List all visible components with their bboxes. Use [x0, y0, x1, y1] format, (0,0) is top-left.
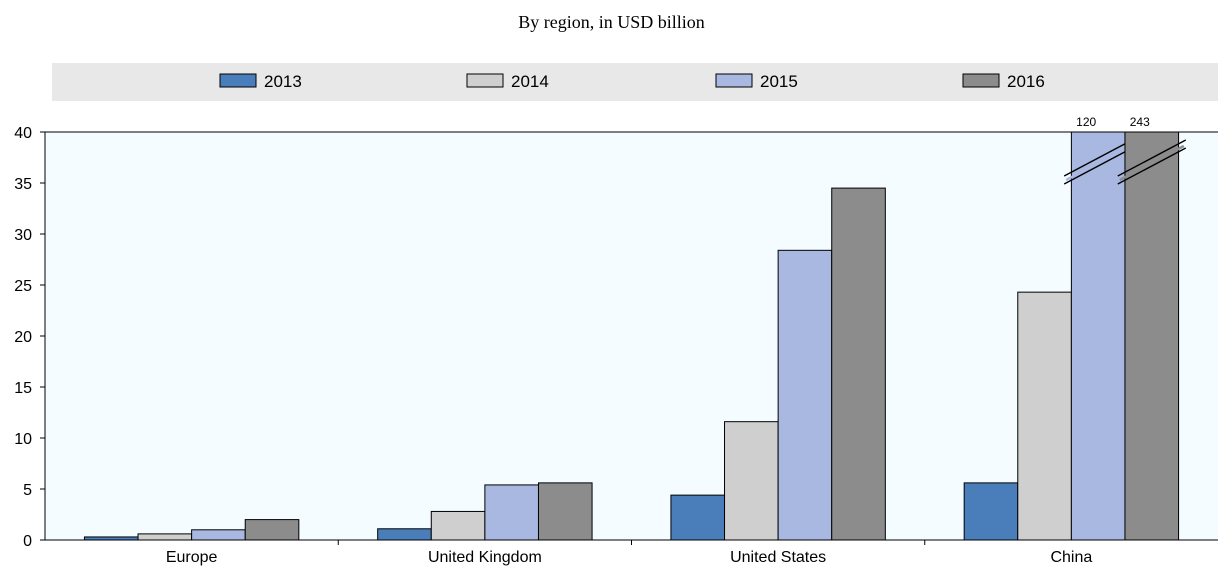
y-tick-label: 25 [14, 278, 32, 295]
legend-label-2014: 2014 [511, 72, 549, 91]
bar-2013 [670, 494, 726, 541]
bar-2015 [484, 484, 539, 541]
legend-swatch-2013 [219, 73, 257, 88]
bar-2016 [1124, 131, 1180, 541]
break-line [1063, 147, 1133, 185]
y-tick-label: 30 [14, 227, 32, 244]
bar-2015 [777, 249, 833, 541]
break-gap [1119, 144, 1185, 182]
y-tick-label: 35 [14, 176, 32, 193]
legend-label-2016: 2016 [1007, 72, 1045, 91]
bar-break-label: 120 [1076, 115, 1096, 129]
x-category-label: China [1050, 549, 1092, 566]
bar-2015 [1070, 131, 1126, 541]
bar-2013 [963, 482, 1019, 541]
bar-2016 [244, 519, 300, 541]
legend-swatch-2015 [715, 73, 753, 88]
y-tick-label: 10 [14, 431, 32, 448]
chart-subtitle: By region, in USD billion [518, 12, 705, 32]
bar-2014 [430, 510, 486, 541]
legend-label-2015: 2015 [760, 72, 798, 91]
break-line [1063, 139, 1133, 177]
legend-swatch-2016 [962, 73, 1000, 88]
bar-2015 [191, 529, 246, 541]
y-tick-label: 5 [23, 482, 32, 499]
bar-2016 [537, 482, 593, 541]
break-gap [1065, 144, 1131, 182]
bar-break-label: 243 [1130, 115, 1150, 129]
legend-swatch-2014 [466, 73, 504, 88]
bar-2014 [137, 533, 193, 541]
legend-label-2013: 2013 [264, 72, 302, 91]
y-tick-label: 15 [14, 380, 32, 397]
bar-2014 [1017, 291, 1072, 541]
y-tick-label: 0 [23, 533, 32, 550]
x-category-label: Europe [166, 549, 218, 566]
bar-2014 [724, 421, 779, 541]
break-line [1117, 139, 1187, 177]
x-category-label: United Kingdom [428, 549, 542, 566]
bar-2013 [377, 528, 432, 541]
y-tick-label: 40 [14, 125, 32, 142]
y-tick-label: 20 [14, 329, 32, 346]
break-line [1117, 147, 1187, 185]
bar-2016 [831, 187, 886, 541]
x-category-label: United States [730, 549, 826, 566]
